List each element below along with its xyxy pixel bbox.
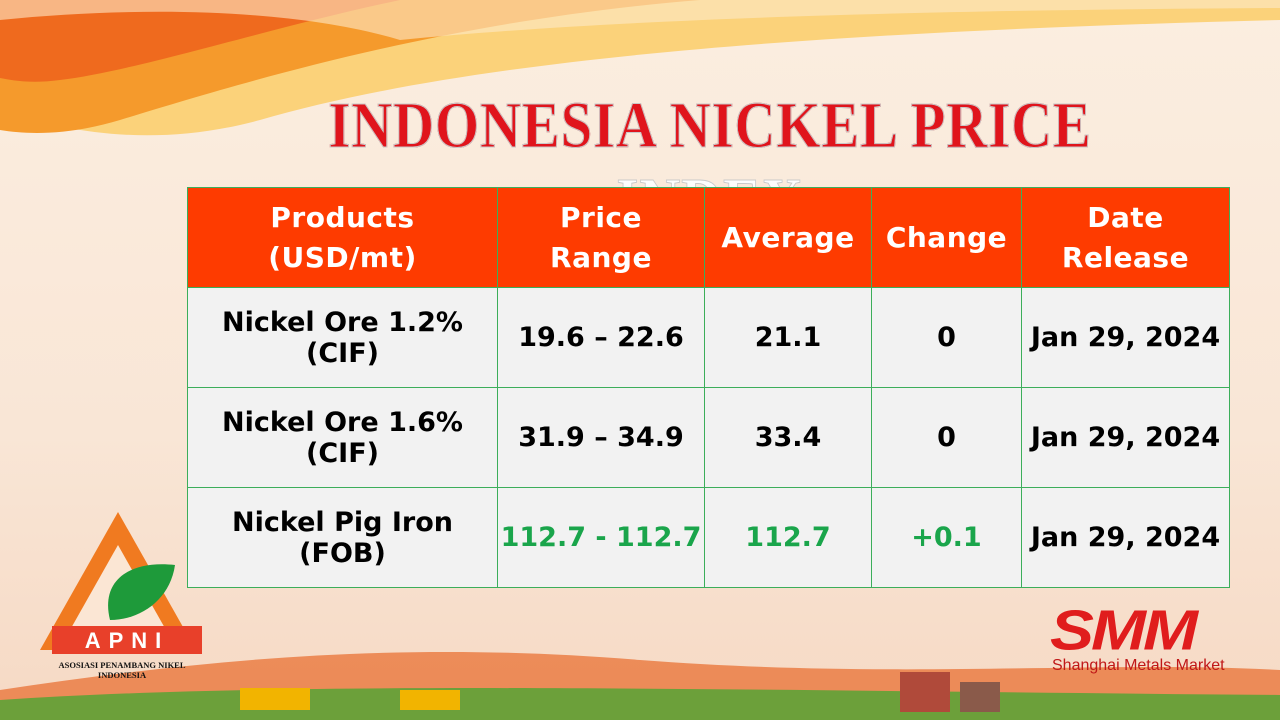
header-line: Date (1087, 200, 1164, 234)
factory (960, 682, 1000, 712)
apni-leaf (108, 564, 175, 620)
apni-caption: ASOSIASI PENAMBANG NIKEL INDONESIA (58, 660, 186, 680)
truck (240, 688, 310, 710)
header-line: (USD/mt) (268, 240, 417, 274)
header-line: Price (559, 200, 642, 234)
cell: 112.7 (704, 487, 872, 588)
smm-caption: Shanghai Metals Market (1052, 657, 1225, 674)
header-line: Products (270, 200, 415, 234)
cell: 112.7 - 112.7 (497, 487, 705, 588)
header-cell: Products (USD/mt) (187, 187, 498, 288)
price-table: Products (USD/mt) Price Range Average Chan… (187, 187, 1230, 588)
cell: 21.1 (704, 287, 872, 388)
cell: Jan 29, 2024 (1021, 287, 1230, 388)
header-line: Average (721, 220, 855, 254)
excavator (400, 690, 460, 710)
cell: Nickel Ore 1.2% (CIF) (187, 287, 498, 388)
header-line: Release (1061, 240, 1190, 274)
cell: 0 (871, 287, 1022, 388)
header-cell: Change (871, 187, 1022, 288)
row: Nickel Ore 1.2% (CIF) 19.6 – 22.6 21.1 0… (187, 287, 1230, 388)
apni-logo-text: APNI (84, 628, 170, 653)
row: Nickel Ore 1.6% (CIF) 31.9 – 34.9 33.4 0… (187, 387, 1230, 488)
cell: Nickel Pig Iron (FOB) (187, 487, 498, 588)
cell: 33.4 (704, 387, 872, 488)
cell: +0.1 (871, 487, 1022, 588)
apni-bar (52, 626, 202, 654)
header-cell: Average (704, 187, 872, 288)
cell: 31.9 – 34.9 (497, 387, 705, 488)
swoosh (0, 0, 1280, 40)
header-line: Change (885, 220, 1008, 254)
smm-logo: SMM (1050, 598, 1198, 662)
header-cell: Price Range (497, 187, 705, 288)
row: Nickel Pig Iron (FOB) 112.7 - 112.7 112.… (187, 487, 1230, 588)
header-cell: Date Release (1021, 187, 1230, 288)
cell: 0 (871, 387, 1022, 488)
cell: Jan 29, 2024 (1021, 487, 1230, 588)
cell: Jan 29, 2024 (1021, 387, 1230, 488)
cell: 19.6 – 22.6 (497, 287, 705, 388)
header-line: Range (550, 240, 652, 274)
header-row: Products (USD/mt) Price Range Average Chan… (187, 187, 1230, 288)
swoosh (0, 0, 400, 82)
factory (900, 672, 950, 712)
cell: Nickel Ore 1.6% (CIF) (187, 387, 498, 488)
